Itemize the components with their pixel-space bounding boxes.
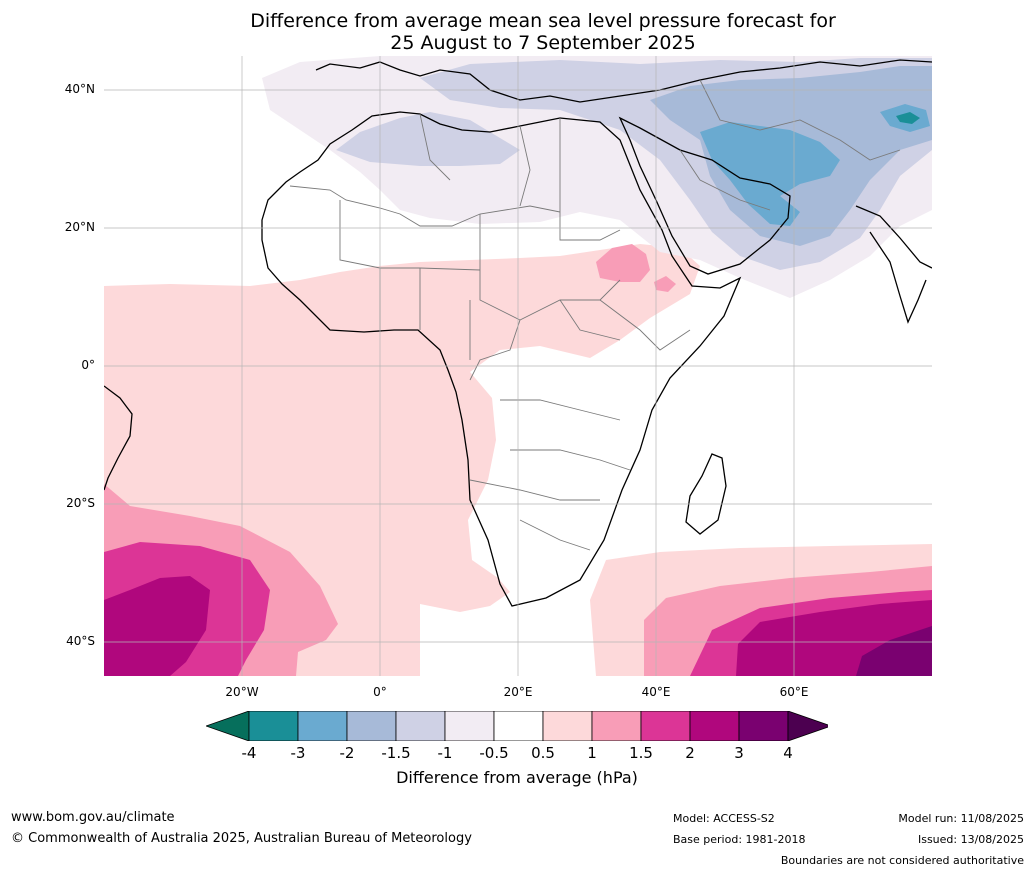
footer-model-run: Model run: 11/08/2025 [898,812,1024,825]
graticule [104,56,932,676]
footer-disclaimer: Boundaries are not considered authoritat… [780,854,1024,867]
lat-label-40s: 40°S [66,634,95,648]
country-borders [289,79,901,551]
colorbar-tick-label: 4 [783,744,793,762]
anomaly-band-1-1.5-ethiopia [596,244,650,282]
colorbar-segment [346,711,397,741]
india-coastline [855,205,932,324]
anomaly-band-2-3-sw [104,576,210,676]
anomaly-band-neg-1-1.5 [336,112,520,166]
title-line-2: 25 August to 7 September 2025 [390,32,696,54]
lat-label-40n: 40°N [64,82,95,96]
footer-copyright: © Commonwealth of Australia 2025, Austra… [11,831,472,846]
colorbar-segment [493,711,544,741]
lon-label-40e: 40°E [641,685,671,699]
lon-label-20e: 20°E [503,685,533,699]
colorbar-extend-high [787,711,828,741]
colorbar-segment [738,711,789,741]
africa-coastline [261,111,742,607]
lon-label-20w: 20°W [225,685,259,699]
colorbar-segment [591,711,642,741]
arabia-coastline [618,116,791,275]
anomaly-band-neg-3-4-tibet [896,112,920,124]
colorbar-extend-low [206,711,250,741]
colorbar-segment [297,711,348,741]
colorbar-segment [542,711,593,741]
colorbar [206,711,828,741]
colorbar-tick-label: -0.5 [479,744,509,762]
colorbar-tick-label: 2 [685,744,695,762]
colorbar-segment [444,711,495,741]
colorbar-tick-label: 1 [587,744,597,762]
europe-coastline [315,59,932,103]
footer-base-period: Base period: 1981-2018 [673,833,806,846]
footer-website: www.bom.gov.au/climate [11,810,175,825]
colorbar-tick-label: -3 [290,744,306,762]
colorbar-tick-label: 0.5 [531,744,555,762]
colorbar-segment [248,711,299,741]
coastlines [104,59,932,607]
title-line-1: Difference from average mean sea level p… [250,10,836,32]
colorbar-tick-label: 3 [734,744,744,762]
colorbar-tick-label: -1.5 [381,744,411,762]
lon-label-0: 0° [373,685,387,699]
anomaly-band-neg-2-3 [700,122,840,226]
footer-issued: Issued: 13/08/2025 [917,833,1024,846]
colorbar-tick-label: 1.5 [629,744,653,762]
south-america-coastline [104,385,133,491]
anomaly-band-1-1.5-red-sea [654,276,676,292]
colorbar-label: Difference from average (hPa) [396,768,638,787]
pressure-anomaly-map [104,56,932,676]
map-title: Difference from average mean sea level p… [0,10,1035,54]
colorbar-segment [640,711,691,741]
colorbar-tick-label: -2 [339,744,355,762]
lat-label-20n: 20°N [64,220,95,234]
colorbar-tick-label: -4 [241,744,257,762]
colorbar-tick-label: -1 [437,744,453,762]
lat-label-0: 0° [81,358,95,372]
footer-model: Model: ACCESS-S2 [673,812,775,825]
lon-label-60e: 60°E [779,685,809,699]
colorbar-segment [395,711,446,741]
madagascar-coastline [685,453,727,535]
anomaly-band-3-4-se [856,626,932,676]
colorbar-segment [689,711,740,741]
lat-label-20s: 20°S [66,496,95,510]
